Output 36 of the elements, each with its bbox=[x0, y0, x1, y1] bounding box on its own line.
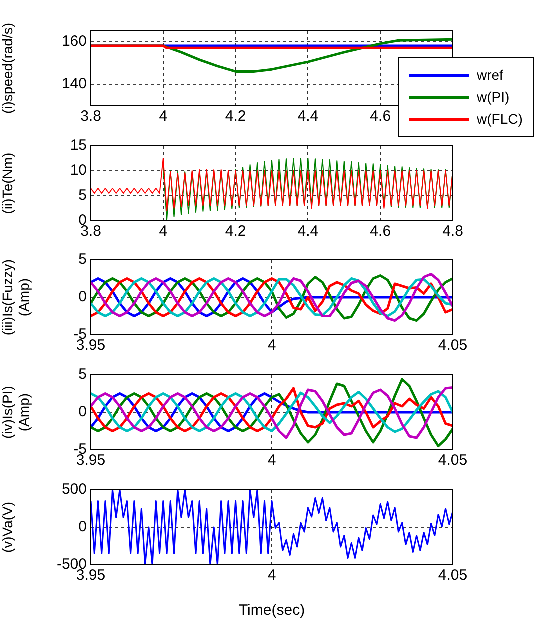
x-tick-label: 4.4 bbox=[298, 108, 319, 126]
x-tick-label: 4 bbox=[159, 223, 168, 240]
legend-label: w(FLC) bbox=[477, 111, 523, 127]
x-tick-label: 4.8 bbox=[442, 223, 464, 240]
y-axis-title: (iii)Is(Fuzzy) (Amp) bbox=[0, 259, 32, 336]
x-tick-label: 4.05 bbox=[438, 567, 468, 584]
y-tick-label: 0 bbox=[78, 518, 87, 536]
legend-label: w(PI) bbox=[477, 89, 510, 105]
y-tick-label: 5 bbox=[78, 251, 87, 268]
x-tick-label: 4.4 bbox=[298, 223, 319, 240]
y-tick-label: 0 bbox=[78, 288, 87, 306]
x-tick-label: 4 bbox=[159, 108, 168, 126]
x-tick-label: 4.2 bbox=[225, 223, 246, 240]
x-axis-title: Time(sec) bbox=[238, 602, 306, 620]
y-axis-title: (i)speed(rad/s) bbox=[0, 22, 16, 114]
x-tick-label: 4.05 bbox=[438, 337, 468, 354]
y-tick-label: 10 bbox=[70, 162, 87, 180]
y-tick-label: 140 bbox=[62, 76, 87, 93]
y-tick-label: 500 bbox=[62, 481, 87, 498]
x-tick-label: 4.6 bbox=[370, 223, 392, 240]
x-tick-label: 4.6 bbox=[370, 108, 392, 126]
x-tick-label: 4 bbox=[268, 337, 276, 354]
y-tick-label: 15 bbox=[70, 137, 87, 154]
y-axis-title: (iv)Is(PI) (Amp) bbox=[0, 386, 32, 439]
y-tick-label: 5 bbox=[78, 187, 87, 204]
x-tick-label: 4.05 bbox=[438, 452, 468, 470]
x-tick-label: 4 bbox=[268, 452, 276, 470]
y-tick-label: 0 bbox=[78, 404, 87, 421]
legend-label: wref bbox=[477, 67, 504, 83]
y-axis-title: (v)Va(V) bbox=[0, 502, 16, 554]
x-tick-label: 4.2 bbox=[225, 108, 246, 126]
y-axis-title: (ii)Te(Nm) bbox=[0, 152, 16, 214]
x-tick-label: 4 bbox=[268, 567, 276, 584]
x-tick-label: 3.8 bbox=[80, 108, 102, 126]
y-tick-label: 5 bbox=[78, 366, 87, 384]
y-tick-label: 160 bbox=[62, 32, 87, 50]
